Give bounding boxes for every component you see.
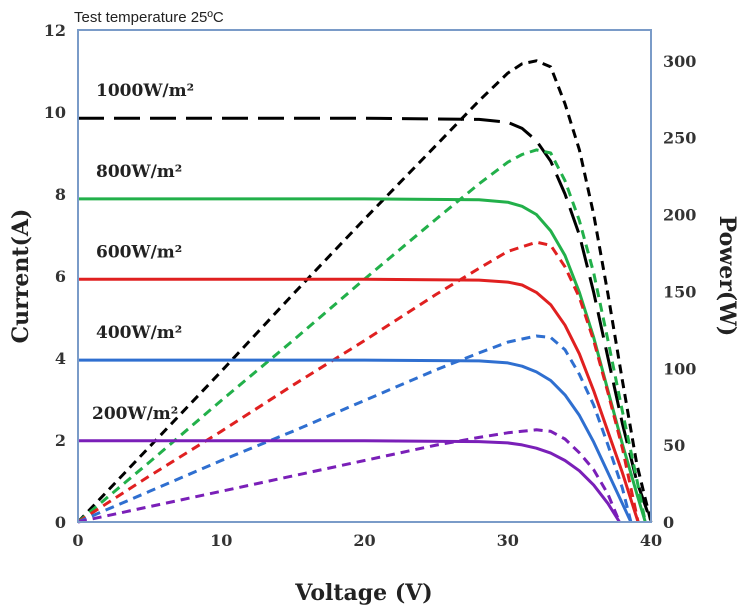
y-right-tick-label: 250: [663, 129, 696, 148]
y-axis-left-label: Current(A): [8, 209, 34, 344]
power-curve-200w-m2: [77, 428, 621, 524]
y-left-tick-label: 12: [44, 21, 66, 40]
irradiance-labels: 1000W/m² 800W/m² 600W/m² 400W/m² 200W/m²: [92, 81, 194, 424]
current-curve-400w-m2: [78, 358, 633, 523]
x-tick-label: 10: [210, 531, 232, 550]
current-curve-200w-m2: [78, 439, 621, 523]
x-tick-label: 0: [72, 531, 83, 550]
x-tick-label: 30: [497, 531, 519, 550]
x-axis-label: Voltage (V): [294, 580, 432, 606]
current-curve-600w-m2: [78, 277, 640, 523]
y-left-tick-label: 4: [55, 349, 66, 368]
power-curve-800w-m2: [77, 148, 647, 524]
y-left-tick-label: 0: [55, 513, 66, 532]
current-curve-1000w-m2: [78, 116, 653, 523]
irradiance-label: 200W/m²: [92, 404, 178, 424]
y-right-tick-label: 50: [663, 436, 685, 455]
chart-title: Test temperature 25ºC: [74, 9, 224, 26]
y-right-tick-label: 150: [663, 282, 696, 301]
y-right-tick-label: 200: [663, 206, 696, 225]
power-curve-600w-m2: [77, 240, 640, 524]
y-right-tick-label: 0: [663, 513, 674, 532]
power-curve-1000w-m2: [76, 59, 653, 524]
x-tick-label: 20: [353, 531, 375, 550]
irradiance-label: 800W/m²: [96, 162, 182, 182]
y-left-tick-label: 6: [55, 267, 66, 286]
current-curve-800w-m2: [78, 197, 647, 523]
y-left-tick-label: 10: [44, 103, 66, 122]
y-right-tick-label: 100: [663, 359, 696, 378]
y-axis-right-label: Power(W): [714, 216, 740, 337]
y-left-tick-label: 2: [55, 431, 66, 450]
series-lines: [76, 59, 653, 524]
x-tick-label: 40: [640, 531, 662, 550]
irradiance-label: 400W/m²: [96, 323, 182, 343]
irradiance-label: 600W/m²: [96, 242, 182, 262]
y-right-tick-label: 300: [663, 52, 696, 71]
irradiance-label: 1000W/m²: [96, 81, 194, 101]
plot-frame: [77, 29, 652, 523]
y-left-tick-label: 8: [55, 185, 66, 204]
power-curve-400w-m2: [77, 334, 633, 524]
